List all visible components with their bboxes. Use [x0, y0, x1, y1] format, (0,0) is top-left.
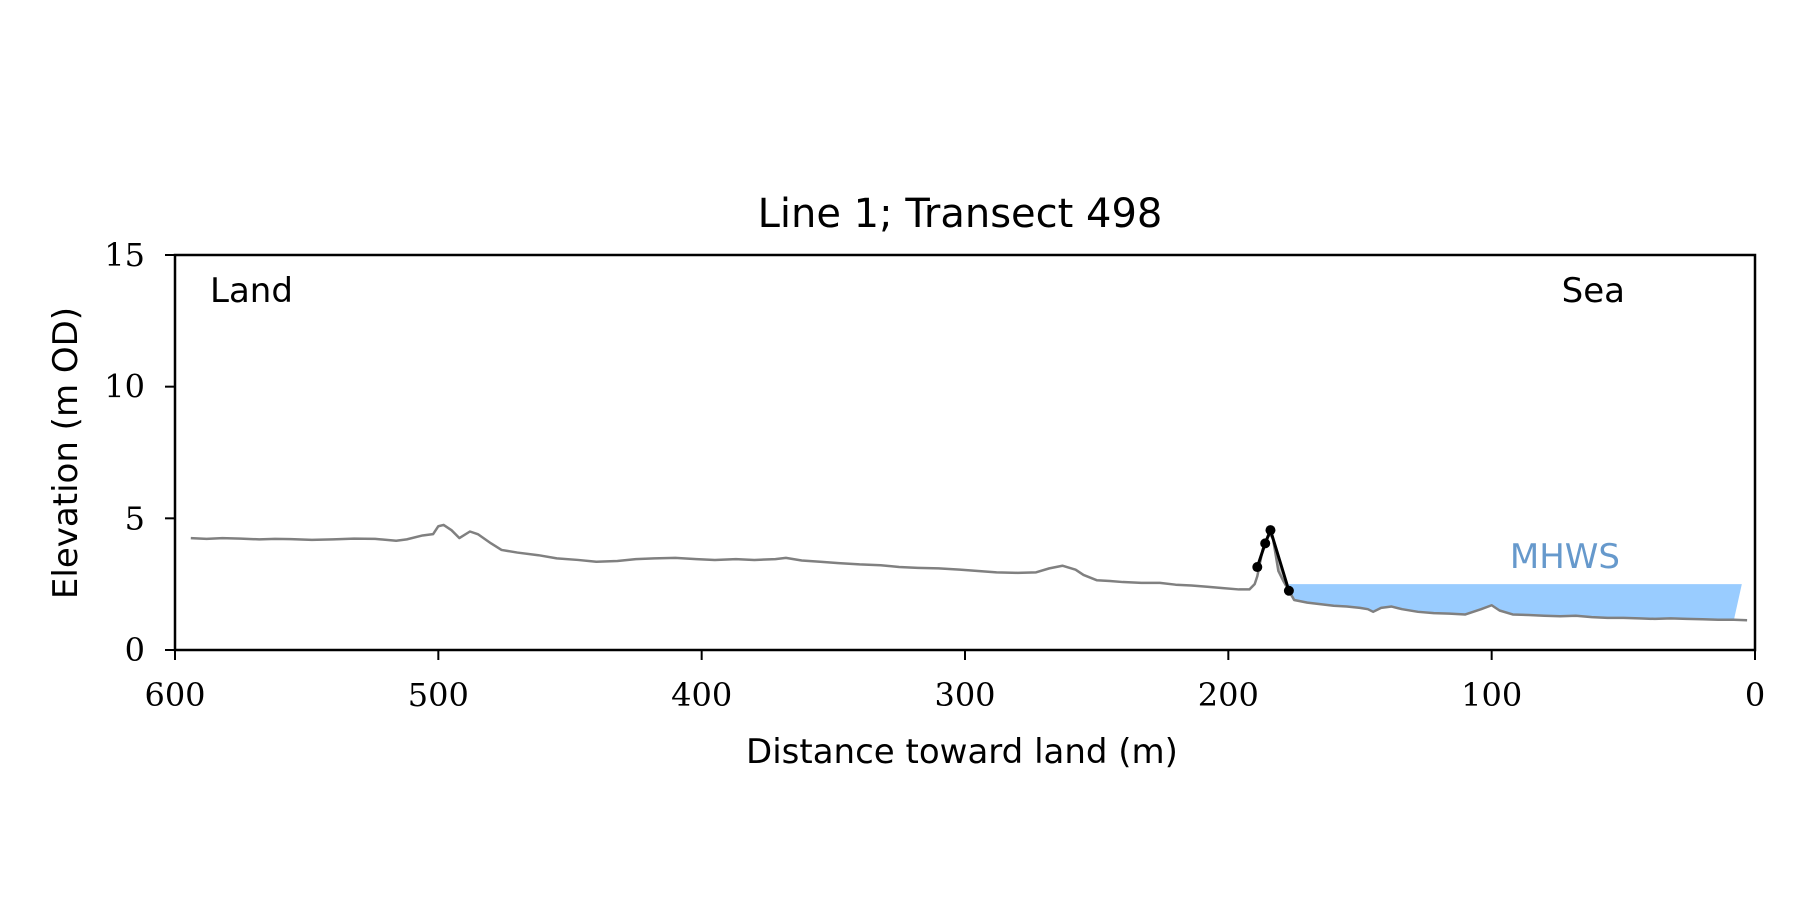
y-axis: 0 5 10 15 [104, 236, 175, 669]
mhws-water-area [1288, 584, 1742, 620]
x-tick-label: 200 [1198, 676, 1259, 714]
x-axis: 600 500 400 300 200 100 0 [144, 650, 1765, 714]
x-tick-label: 100 [1461, 676, 1522, 714]
x-tick-label: 300 [934, 676, 995, 714]
plot-area: MHWS [190, 523, 1748, 622]
y-axis-label: Elevation (m OD) [46, 307, 86, 599]
cliff-marker-point [1265, 525, 1276, 536]
sea-label: Sea [1562, 271, 1625, 311]
cliff-marker-point [1283, 585, 1294, 596]
cliff-feature-line [1255, 528, 1291, 592]
y-tick-label: 15 [104, 236, 145, 274]
y-tick-label: 10 [104, 368, 145, 406]
chart-title: Line 1; Transect 498 [758, 191, 1163, 237]
x-tick-label: 0 [1745, 676, 1765, 714]
cliff-marker-point [1252, 562, 1263, 573]
cliff-marker-point [1260, 538, 1271, 549]
land-label: Land [210, 271, 293, 311]
y-tick-label: 5 [125, 499, 145, 537]
x-axis-label: Distance toward land (m) [746, 732, 1178, 772]
x-tick-label: 600 [144, 676, 205, 714]
x-tick-label: 500 [408, 676, 469, 714]
y-tick-label: 0 [125, 631, 145, 669]
ground-profile-line [190, 523, 1748, 622]
mhws-label: MHWS [1510, 537, 1620, 577]
x-tick-label: 400 [671, 676, 732, 714]
